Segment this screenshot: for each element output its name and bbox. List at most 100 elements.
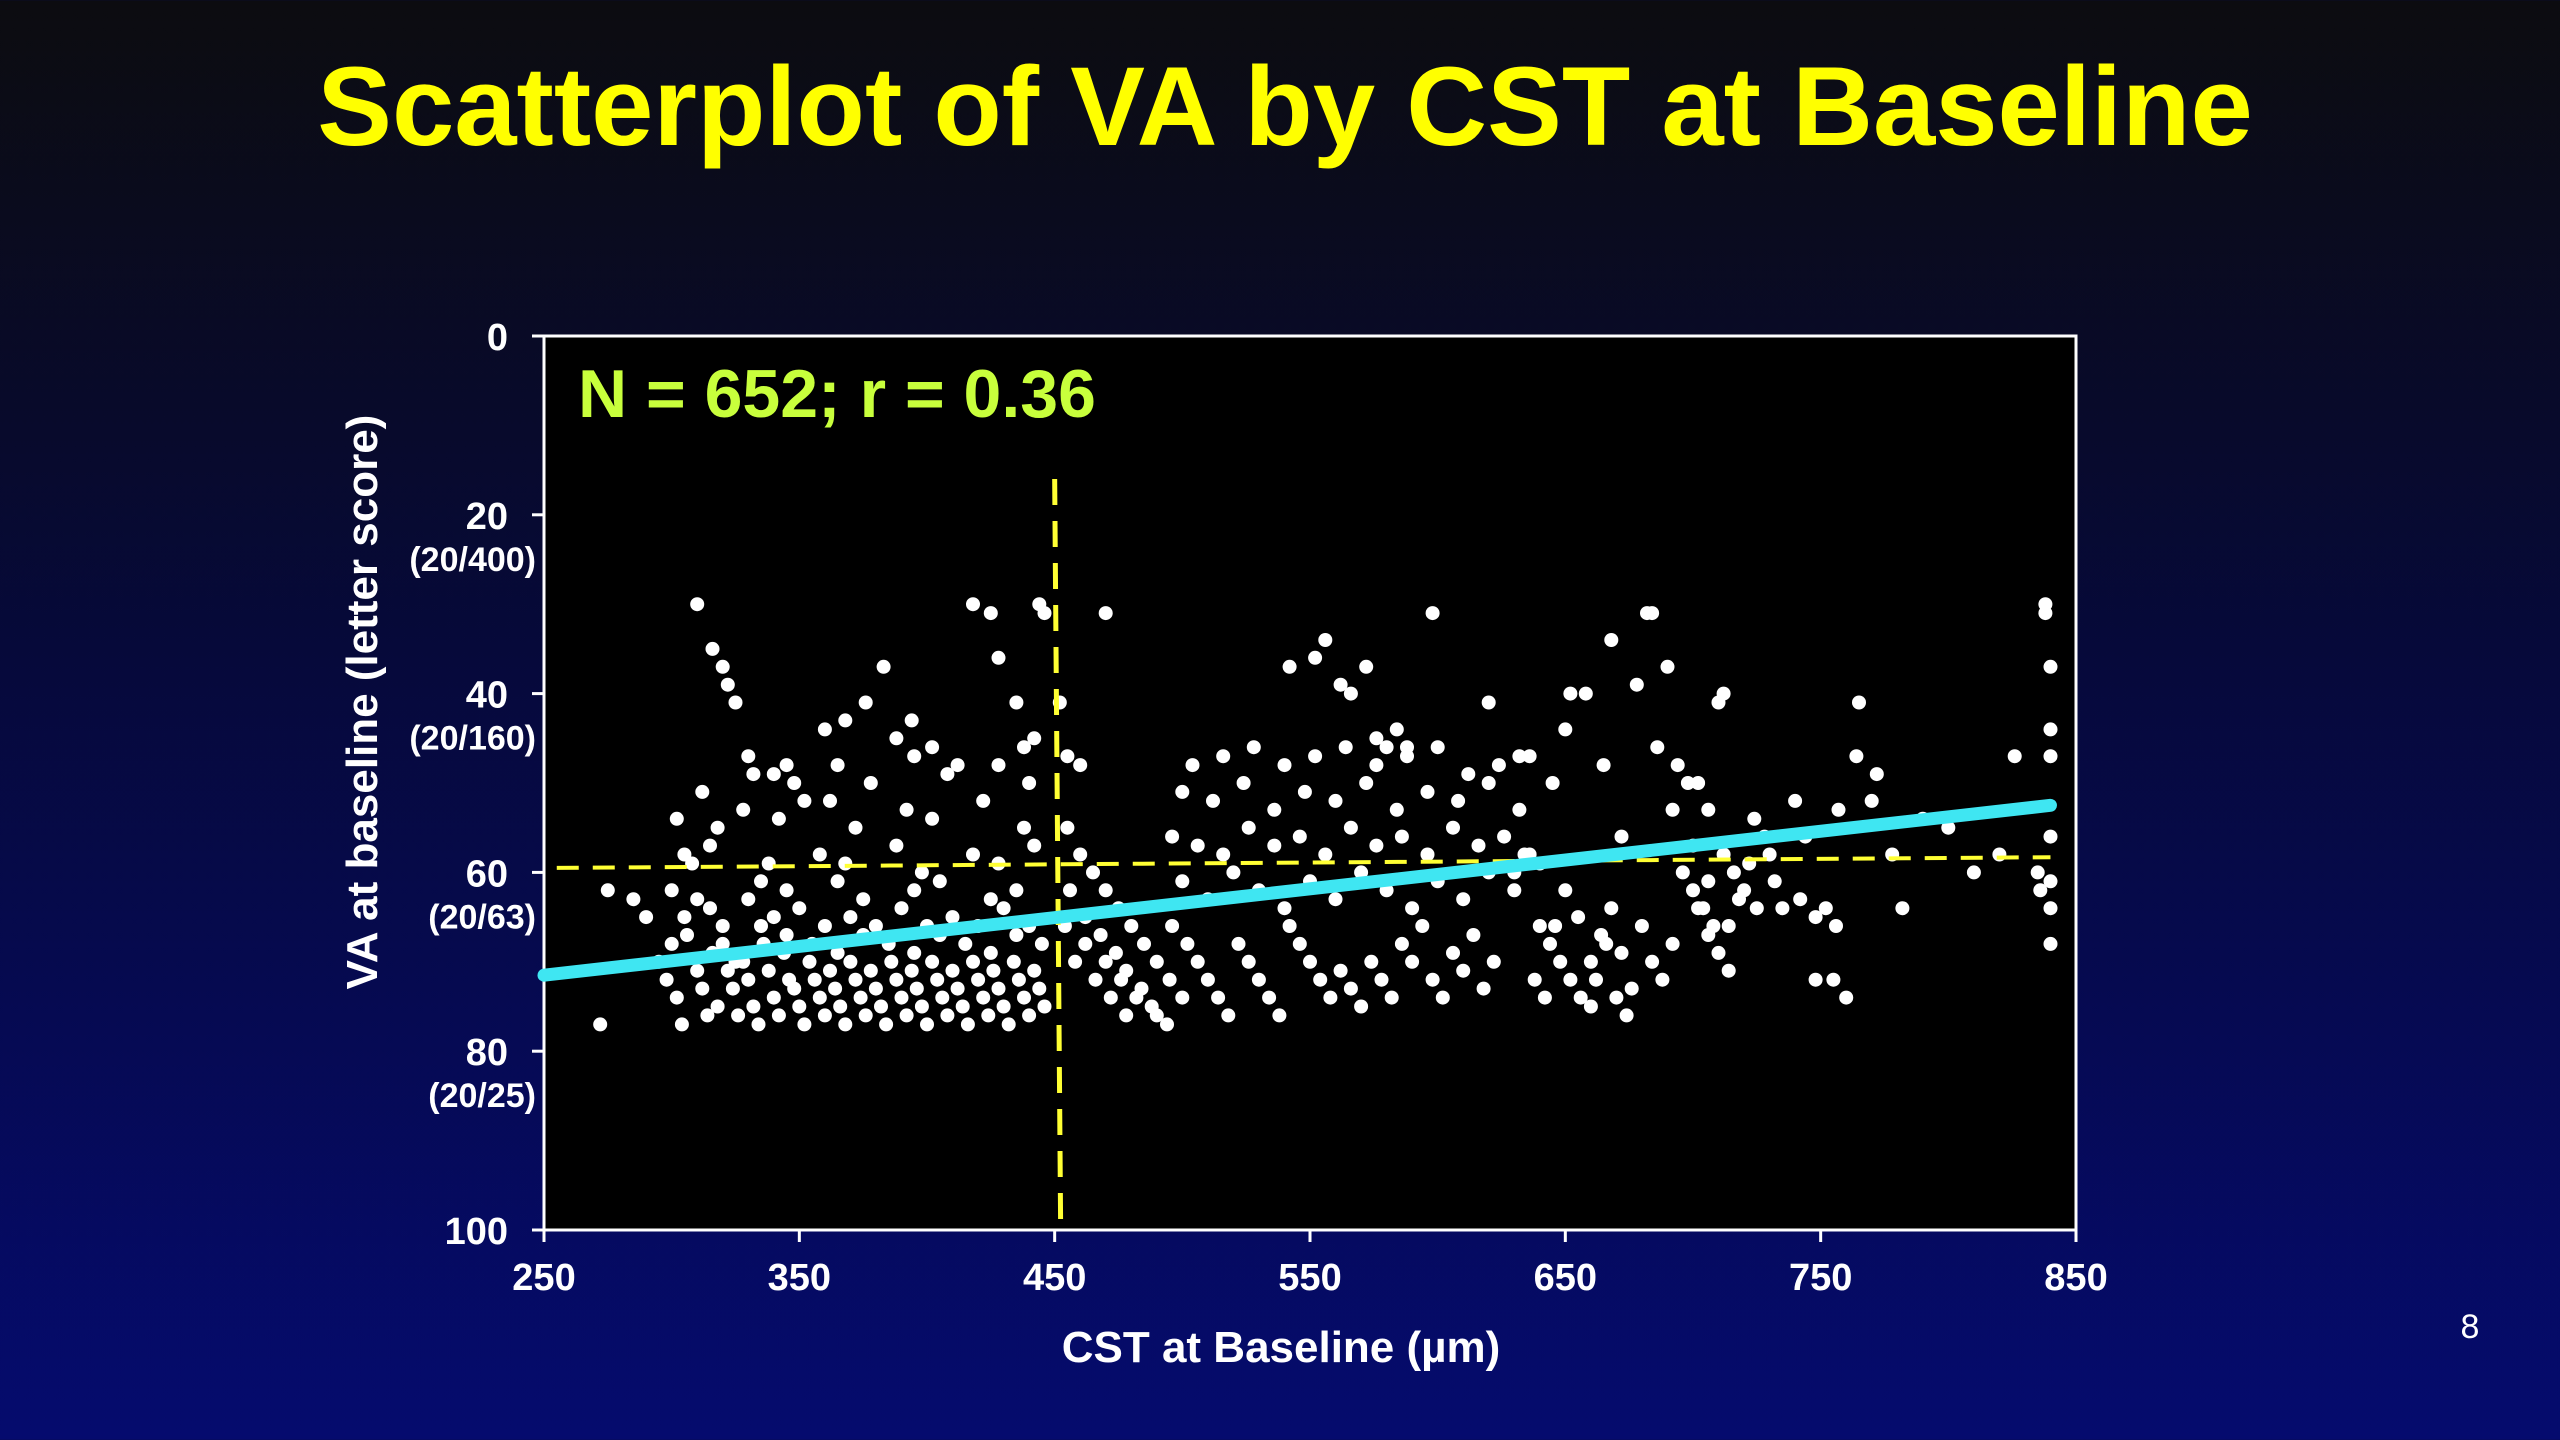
- data-point: [1369, 731, 1384, 746]
- data-point: [1369, 838, 1384, 853]
- data-point: [932, 874, 947, 889]
- data-point: [1400, 740, 1414, 755]
- data-point: [1966, 865, 1981, 880]
- data-point: [1277, 901, 1292, 916]
- data-point: [863, 776, 878, 790]
- data-point: [1364, 954, 1379, 969]
- data-point: [1589, 972, 1603, 987]
- data-point: [1277, 758, 1292, 773]
- data-point: [1108, 945, 1123, 960]
- data-point: [983, 945, 998, 960]
- data-point: [754, 919, 768, 933]
- data-point: [1303, 954, 1317, 969]
- data-point: [955, 999, 970, 1014]
- data-point: [1027, 731, 1042, 746]
- data-point: [669, 990, 684, 1005]
- data-point: [1384, 990, 1399, 1005]
- data-point: [1226, 865, 1241, 880]
- data-point: [1522, 749, 1537, 764]
- data-point: [1006, 954, 1021, 969]
- data-point: [823, 793, 837, 808]
- data-point: [889, 838, 904, 853]
- data-point: [1680, 776, 1695, 790]
- data-point: [1737, 883, 1752, 898]
- data-point: [1691, 901, 1706, 916]
- data-point: [761, 963, 776, 978]
- data-point: [797, 793, 812, 808]
- data-point: [983, 892, 998, 907]
- data-point: [889, 972, 904, 987]
- data-point: [1435, 990, 1450, 1005]
- data-point: [771, 811, 786, 826]
- data-point: [787, 981, 802, 996]
- data-point: [1446, 945, 1460, 960]
- data-point: [1017, 990, 1031, 1005]
- data-point: [823, 963, 837, 978]
- data-point: [1175, 874, 1190, 889]
- y-tick-sublabel: (20/25): [428, 1077, 536, 1115]
- data-point: [1308, 749, 1323, 764]
- data-point: [664, 883, 679, 898]
- data-point: [1037, 999, 1052, 1014]
- data-point: [1114, 972, 1129, 987]
- data-point: [766, 767, 781, 782]
- regression-line: [537, 798, 2057, 982]
- data-point: [1231, 936, 1246, 951]
- data-point: [1160, 1017, 1174, 1032]
- data-point: [1461, 767, 1476, 782]
- y-tick-label: 80: [466, 1032, 508, 1074]
- data-point: [991, 650, 1006, 665]
- data-point: [925, 811, 940, 826]
- data-point: [1272, 1008, 1287, 1023]
- x-tick-label: 550: [1278, 1257, 1341, 1299]
- data-point: [1594, 928, 1609, 942]
- x-tick-label: 450: [1023, 1257, 1086, 1299]
- data-point: [1098, 606, 1113, 621]
- data-point: [1793, 892, 1808, 907]
- data-point: [1571, 910, 1586, 925]
- data-point: [945, 963, 960, 978]
- data-point: [1583, 999, 1598, 1014]
- chart-annotation: N = 652; r = 0.36: [578, 356, 1096, 432]
- data-point: [1124, 919, 1139, 933]
- data-point: [960, 1017, 975, 1032]
- data-point: [695, 981, 710, 996]
- data-point: [1206, 793, 1220, 808]
- data-point: [1716, 686, 1731, 701]
- data-point: [1267, 838, 1282, 853]
- data-point: [1701, 802, 1716, 817]
- data-point: [1236, 776, 1251, 790]
- data-point: [1645, 606, 1660, 621]
- data-point: [2038, 606, 2053, 621]
- data-point: [1645, 954, 1660, 969]
- data-point: [746, 767, 761, 782]
- data-point: [858, 695, 873, 710]
- data-point: [754, 874, 768, 889]
- data-point: [1297, 784, 1312, 799]
- data-point: [1701, 928, 1716, 942]
- data-point: [1614, 945, 1629, 960]
- data-point: [771, 1008, 786, 1023]
- data-point: [958, 936, 973, 951]
- data-point: [705, 641, 720, 656]
- data-point: [1829, 919, 1843, 933]
- data-point: [746, 999, 761, 1014]
- data-point: [1869, 767, 1884, 782]
- data-point: [1379, 740, 1394, 755]
- data-point: [950, 981, 965, 996]
- data-point: [843, 954, 858, 969]
- reference-line-horizontal: [556, 855, 2051, 870]
- data-point: [626, 892, 641, 907]
- data-point: [1721, 919, 1736, 933]
- data-point: [1129, 990, 1144, 1005]
- data-point: [966, 847, 980, 862]
- data-point: [812, 990, 827, 1005]
- data-point: [879, 1017, 894, 1032]
- data-point: [1149, 954, 1164, 969]
- data-point: [894, 901, 909, 916]
- data-point: [677, 910, 692, 925]
- data-point: [1343, 820, 1358, 835]
- data-point: [1624, 981, 1639, 996]
- data-point: [1839, 990, 1854, 1005]
- data-point: [664, 936, 679, 951]
